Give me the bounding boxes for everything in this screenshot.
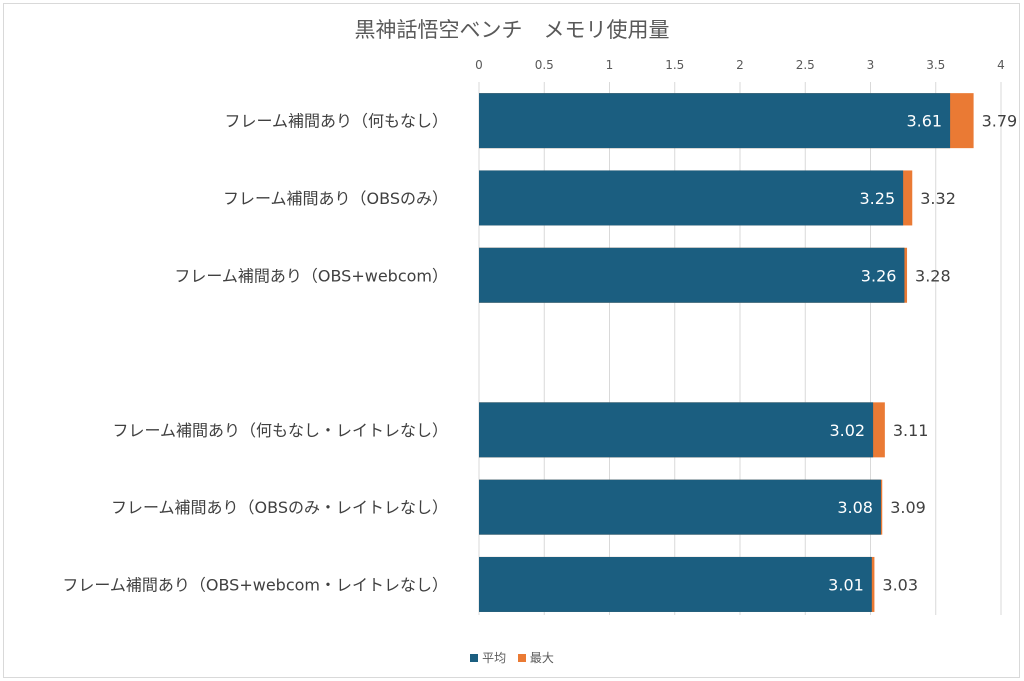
data-label-average: 3.25 <box>860 189 896 208</box>
data-label-average: 3.02 <box>829 421 865 440</box>
bar-average <box>479 93 951 149</box>
legend-item-average: 平均 <box>470 649 506 666</box>
x-tick-label: 3 <box>867 58 875 72</box>
x-tick-label: 3.5 <box>926 58 945 72</box>
x-tick-label: 0 <box>475 58 483 72</box>
x-tick-label: 1 <box>606 58 614 72</box>
legend-label-average: 平均 <box>482 651 507 665</box>
x-tick-label: 1.5 <box>665 58 684 72</box>
bar-average <box>479 556 872 612</box>
x-tick-label: 2 <box>736 58 744 72</box>
data-label-average: 3.61 <box>906 112 942 131</box>
data-label-max: 3.32 <box>920 189 956 208</box>
chart-title: 黒神話悟空ベンチ メモリ使用量 <box>354 18 670 42</box>
x-axis-ticks: 0 0.5 1 1.5 2 2.5 3 3.5 4 <box>475 58 1005 72</box>
category-label: フレーム補間あり（何もなし・レイトレなし） <box>112 421 448 440</box>
x-tick-label: 2.5 <box>796 58 815 72</box>
legend-swatch-average <box>470 653 479 662</box>
category-label: フレーム補間あり（OBSのみ） <box>223 189 448 208</box>
data-label-max: 3.09 <box>890 498 926 517</box>
legend-swatch-max <box>517 653 526 662</box>
category-labels: フレーム補間あり（何もなし） フレーム補間あり（OBSのみ） フレーム補間あり（OB… <box>62 112 448 595</box>
legend-item-max: 最大 <box>517 649 554 666</box>
x-tick-label: 4 <box>997 58 1005 72</box>
x-tick-label: 0.5 <box>535 58 554 72</box>
data-label-max: 3.79 <box>982 112 1018 131</box>
legend: 平均 最大 <box>0 649 1024 666</box>
category-label: フレーム補間あり（何もなし） <box>224 112 448 131</box>
category-label: フレーム補間あり（OBS+webcom） <box>174 266 448 285</box>
data-label-average: 3.08 <box>837 498 873 517</box>
bar-average <box>479 479 881 535</box>
data-label-average: 3.26 <box>861 266 897 285</box>
gridlines <box>478 82 1002 615</box>
bar-average <box>479 402 874 458</box>
bar-average <box>479 170 904 226</box>
legend-label-max: 最大 <box>529 651 554 665</box>
bars: 3.61 3.79 3.25 3.32 3.26 3.28 3.02 3.11 3.08 3.09… <box>479 93 1017 612</box>
data-label-max: 3.28 <box>915 266 951 285</box>
bar-average <box>479 247 905 303</box>
data-label-average: 3.01 <box>828 575 864 594</box>
category-label: フレーム補間あり（OBSのみ・レイトレなし） <box>111 498 448 517</box>
data-label-max: 3.11 <box>893 421 929 440</box>
data-label-max: 3.03 <box>882 575 918 594</box>
category-label: フレーム補間あり（OBS+webcom・レイトレなし） <box>62 575 448 594</box>
